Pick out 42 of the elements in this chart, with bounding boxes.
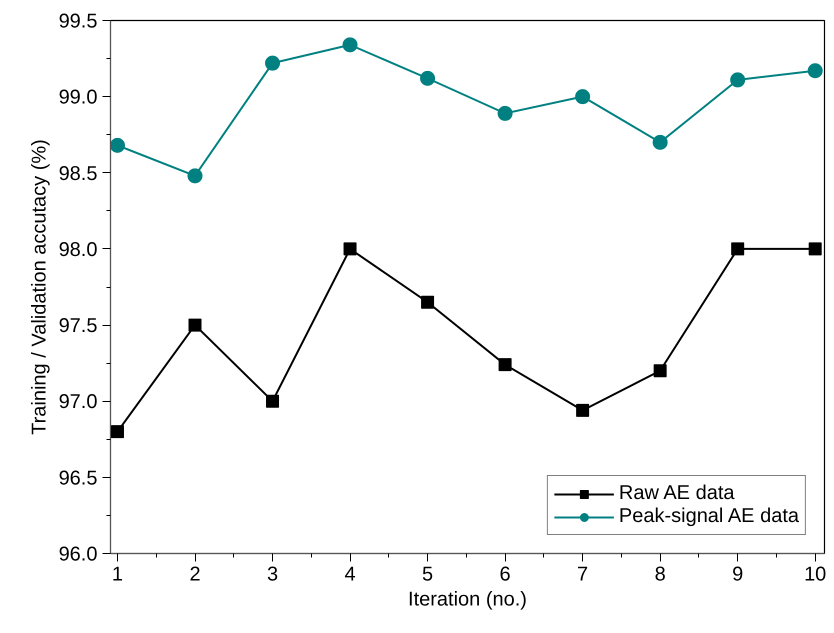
point <box>498 106 513 121</box>
x-tick-label: 3 <box>266 564 278 586</box>
x-tick-label: 9 <box>732 564 744 586</box>
x-tick-label: 5 <box>422 564 434 586</box>
legend-label: Peak-signal AE data <box>618 505 799 528</box>
point <box>342 37 358 52</box>
x-tick-label: 2 <box>189 564 201 586</box>
x-tick-label: 8 <box>654 564 666 586</box>
point <box>420 70 436 86</box>
point <box>654 364 667 378</box>
point <box>498 358 512 372</box>
y-axis-title: Training / Validation accutacy (%) <box>28 139 51 435</box>
point <box>652 134 668 150</box>
point <box>110 138 125 153</box>
y-tick-label: 97.0 <box>58 391 98 414</box>
x-tick-label: 4 <box>344 564 356 586</box>
y-tick-label: 97.5 <box>58 315 98 338</box>
x-axis-title: Iteration (no.) <box>408 588 527 610</box>
point <box>808 63 823 78</box>
point <box>421 296 434 309</box>
y-tick-label: 96.0 <box>58 544 98 566</box>
x-tick-label: 7 <box>577 564 588 586</box>
point <box>188 168 202 184</box>
point <box>110 425 124 438</box>
y-tick-label: 96.5 <box>58 467 98 490</box>
point <box>344 242 357 256</box>
y-tick-label: 98.5 <box>58 162 98 185</box>
legend-label: Raw AE data <box>618 482 734 505</box>
y-tick-label: 99.5 <box>58 10 98 32</box>
point <box>576 404 590 417</box>
x-tick-label: 1 <box>112 564 124 586</box>
point <box>808 242 822 256</box>
x-tick-label: 10 <box>804 564 826 586</box>
point <box>266 394 280 408</box>
x-tick-label: 6 <box>500 564 511 586</box>
point <box>188 318 202 332</box>
point <box>265 56 280 71</box>
point <box>575 89 590 104</box>
y-tick-label: 99.0 <box>58 86 98 109</box>
point <box>731 242 744 256</box>
point <box>730 72 746 88</box>
y-tick-label: 98.0 <box>58 238 98 261</box>
